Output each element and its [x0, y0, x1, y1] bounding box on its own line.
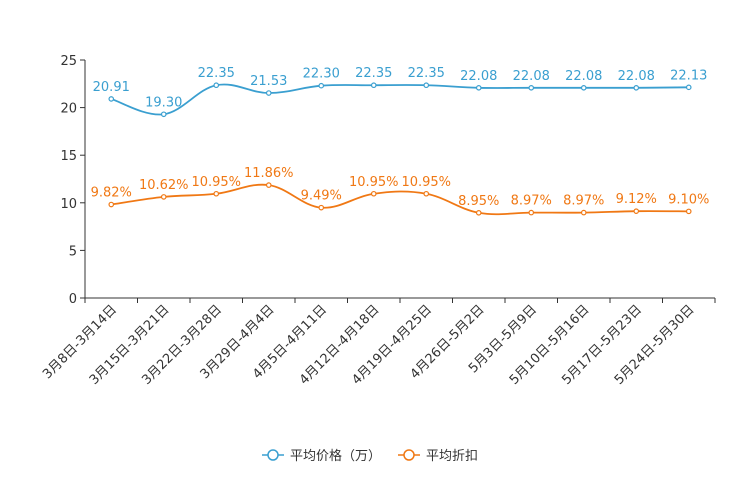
data-label: 20.91 [93, 80, 130, 95]
series-discount: 9.82%10.62% 10.95%11.86%9.49%10.95% 10.95%… [91, 166, 709, 216]
data-point[interactable] [423, 190, 430, 197]
legend-item-discount[interactable]: 平均折扣 [398, 449, 478, 464]
series-line-price [110, 83, 689, 116]
series-line-discount [111, 183, 689, 216]
data-label: 22.08 [618, 69, 655, 84]
x-axis: 3月8日-3月14日3月15日-3月21日3月22日-3月28日3月29日-4月… [40, 297, 716, 388]
data-label: 19.30 [145, 95, 182, 110]
data-label: 9.49% [301, 189, 342, 204]
data-point[interactable] [475, 84, 482, 91]
y-tick-label: 25 [60, 54, 77, 69]
legend-label-price: 平均价格（万） [290, 448, 381, 464]
data-point[interactable] [108, 201, 115, 208]
data-point[interactable] [265, 90, 272, 96]
data-label: 10.95% [191, 175, 241, 190]
series-price: 20.91 19.30 22.35 21.53 22.30 22.35 22.35 22.08… [93, 66, 707, 118]
series-layer: 20.91 19.30 22.35 21.53 22.30 22.35 22.35 22.08… [91, 66, 709, 216]
data-point[interactable] [528, 209, 535, 216]
data-point[interactable] [528, 84, 535, 91]
data-point[interactable] [633, 208, 640, 214]
data-label: 11.86% [244, 166, 294, 181]
legend-item-price[interactable]: 平均价格（万） [262, 448, 381, 464]
data-label: 22.08 [513, 69, 550, 84]
data-point[interactable] [475, 209, 482, 216]
data-label: 8.97% [563, 194, 604, 209]
data-label: 10.95% [349, 175, 399, 190]
data-point[interactable] [160, 111, 167, 118]
data-label: 8.97% [511, 194, 552, 209]
data-label: 9.82% [91, 186, 132, 201]
data-label: 21.53 [250, 74, 287, 89]
data-point[interactable] [213, 190, 220, 197]
data-label: 22.35 [198, 66, 235, 81]
y-tick-label: 10 [60, 197, 77, 212]
y-tick-label: 15 [60, 149, 77, 164]
y-tick-label: 5 [69, 244, 77, 259]
data-label: 9.10% [668, 192, 709, 207]
data-label: 22.13 [670, 68, 707, 83]
legend: 平均价格（万） 平均折扣 [262, 448, 478, 464]
data-label: 10.62% [139, 178, 189, 193]
data-label: 22.08 [460, 69, 497, 84]
data-point[interactable] [213, 82, 220, 89]
data-point[interactable] [423, 82, 430, 89]
data-point[interactable] [580, 209, 587, 216]
data-point[interactable] [265, 182, 272, 188]
y-axis: 0 5 10 15 20 25 [60, 54, 86, 307]
data-point[interactable] [370, 190, 377, 197]
data-point[interactable] [370, 82, 377, 89]
data-label: 9.12% [616, 192, 657, 207]
y-tick-label: 20 [60, 102, 77, 117]
data-point[interactable] [580, 84, 587, 91]
data-point[interactable] [633, 84, 640, 91]
data-label: 22.30 [303, 67, 340, 82]
data-label: 10.95% [401, 175, 451, 190]
data-point[interactable] [685, 208, 692, 215]
data-label: 22.35 [355, 66, 392, 81]
data-point[interactable] [318, 204, 325, 211]
data-point[interactable] [108, 96, 115, 102]
data-point[interactable] [160, 194, 167, 200]
data-label: 22.08 [565, 69, 602, 84]
legend-label-discount: 平均折扣 [426, 449, 478, 464]
data-point[interactable] [318, 82, 325, 89]
data-point[interactable] [685, 84, 692, 91]
data-label: 8.95% [458, 194, 499, 209]
data-label: 22.35 [408, 66, 445, 81]
y-tick-label: 0 [69, 292, 77, 307]
